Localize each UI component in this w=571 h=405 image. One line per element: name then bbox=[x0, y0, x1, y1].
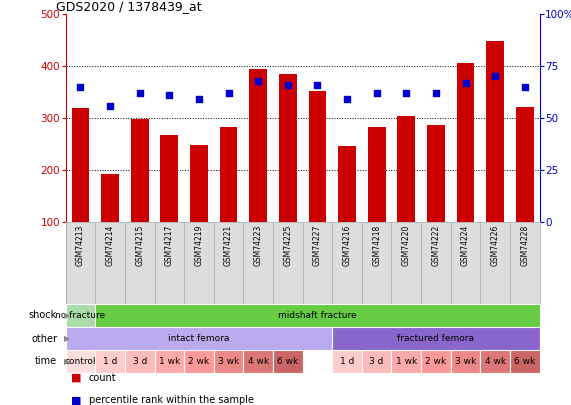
Text: count: count bbox=[89, 373, 116, 383]
Bar bbox=[457, 63, 475, 222]
Bar bbox=[397, 116, 415, 222]
Text: 3 wk: 3 wk bbox=[455, 357, 476, 366]
Bar bbox=[243, 350, 273, 373]
Bar bbox=[95, 350, 125, 373]
Bar bbox=[362, 350, 392, 373]
Bar bbox=[486, 41, 504, 222]
Point bbox=[402, 90, 411, 96]
Text: other: other bbox=[31, 333, 57, 343]
Bar bbox=[101, 174, 119, 222]
Text: 3 d: 3 d bbox=[132, 357, 147, 366]
Text: GSM74225: GSM74225 bbox=[283, 224, 292, 266]
Text: 2 wk: 2 wk bbox=[188, 357, 210, 366]
Bar bbox=[516, 107, 534, 222]
Bar bbox=[190, 145, 208, 222]
Text: percentile rank within the sample: percentile rank within the sample bbox=[89, 395, 254, 405]
Text: 4 wk: 4 wk bbox=[485, 357, 506, 366]
Text: 6 wk: 6 wk bbox=[514, 357, 536, 366]
Text: fractured femora: fractured femora bbox=[397, 334, 475, 343]
Bar bbox=[308, 91, 327, 222]
Point bbox=[254, 77, 263, 84]
Text: GSM74222: GSM74222 bbox=[432, 224, 440, 266]
Text: 1 wk: 1 wk bbox=[396, 357, 417, 366]
Bar bbox=[510, 350, 540, 373]
Text: GDS2020 / 1378439_at: GDS2020 / 1378439_at bbox=[56, 0, 202, 13]
Text: intact femora: intact femora bbox=[168, 334, 230, 343]
Point bbox=[165, 92, 174, 98]
Point bbox=[76, 83, 85, 90]
Text: GSM74213: GSM74213 bbox=[76, 224, 85, 266]
Text: GSM74219: GSM74219 bbox=[195, 224, 203, 266]
Bar bbox=[184, 350, 214, 373]
Point bbox=[343, 96, 352, 102]
Bar bbox=[66, 304, 95, 327]
Text: ■: ■ bbox=[71, 373, 82, 383]
Text: GSM74214: GSM74214 bbox=[106, 224, 115, 266]
Point bbox=[490, 73, 500, 80]
Text: GSM74227: GSM74227 bbox=[313, 224, 322, 266]
Bar bbox=[155, 350, 184, 373]
Text: shock: shock bbox=[29, 311, 57, 320]
Point bbox=[224, 90, 233, 96]
Bar bbox=[250, 68, 267, 222]
Text: 3 d: 3 d bbox=[369, 357, 384, 366]
Bar bbox=[368, 127, 385, 222]
Text: 4 wk: 4 wk bbox=[248, 357, 269, 366]
Bar bbox=[332, 350, 362, 373]
Bar bbox=[71, 108, 89, 222]
Point bbox=[283, 81, 292, 88]
Bar bbox=[66, 327, 332, 350]
Point bbox=[106, 102, 115, 109]
Text: 1 wk: 1 wk bbox=[159, 357, 180, 366]
Text: GSM74217: GSM74217 bbox=[165, 224, 174, 266]
Bar bbox=[451, 350, 480, 373]
Bar bbox=[160, 134, 178, 222]
Bar bbox=[273, 350, 303, 373]
Text: control: control bbox=[65, 357, 96, 366]
Bar bbox=[214, 350, 243, 373]
Text: GSM74220: GSM74220 bbox=[402, 224, 411, 266]
Point bbox=[135, 90, 144, 96]
Text: GSM74221: GSM74221 bbox=[224, 224, 233, 266]
Text: time: time bbox=[35, 356, 57, 367]
Text: GSM74223: GSM74223 bbox=[254, 224, 263, 266]
Point bbox=[313, 81, 322, 88]
Bar bbox=[421, 350, 451, 373]
Text: GSM74216: GSM74216 bbox=[343, 224, 352, 266]
Text: 1 d: 1 d bbox=[103, 357, 117, 366]
Point bbox=[461, 79, 470, 86]
Bar bbox=[66, 350, 95, 373]
Text: GSM74218: GSM74218 bbox=[372, 224, 381, 266]
Bar bbox=[338, 146, 356, 222]
Point bbox=[194, 96, 203, 102]
Text: 6 wk: 6 wk bbox=[277, 357, 299, 366]
Text: GSM74215: GSM74215 bbox=[135, 224, 144, 266]
Text: ▶: ▶ bbox=[64, 357, 70, 366]
Text: no fracture: no fracture bbox=[55, 311, 106, 320]
Text: GSM74228: GSM74228 bbox=[520, 224, 529, 266]
Text: ▶: ▶ bbox=[64, 311, 70, 320]
Bar bbox=[131, 119, 148, 222]
Point bbox=[520, 83, 529, 90]
Point bbox=[431, 90, 440, 96]
Text: 2 wk: 2 wk bbox=[425, 357, 447, 366]
Bar bbox=[332, 327, 540, 350]
Bar bbox=[480, 350, 510, 373]
Bar bbox=[279, 74, 297, 222]
Bar bbox=[220, 127, 238, 222]
Bar bbox=[427, 125, 445, 222]
Text: ▶: ▶ bbox=[64, 334, 70, 343]
Bar bbox=[392, 350, 421, 373]
Bar bbox=[125, 350, 155, 373]
Text: 3 wk: 3 wk bbox=[218, 357, 239, 366]
Text: 1 d: 1 d bbox=[340, 357, 354, 366]
Text: GSM74224: GSM74224 bbox=[461, 224, 470, 266]
Text: GSM74226: GSM74226 bbox=[490, 224, 500, 266]
Point bbox=[372, 90, 381, 96]
Text: midshaft fracture: midshaft fracture bbox=[278, 311, 357, 320]
Text: ■: ■ bbox=[71, 395, 82, 405]
